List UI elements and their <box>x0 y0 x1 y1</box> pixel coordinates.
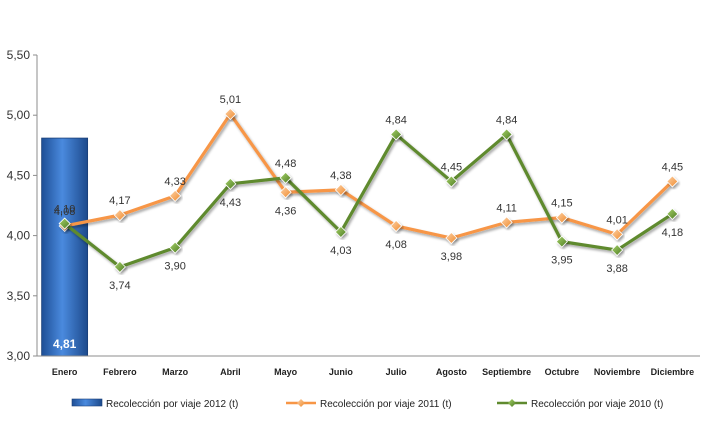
line-data-label: 4,08 <box>54 206 75 218</box>
data-point <box>169 241 182 254</box>
line-data-label: 3,90 <box>164 261 185 273</box>
y-tick-label: 5,00 <box>7 108 31 122</box>
x-tick-label: Junio <box>329 367 354 377</box>
line-data-label: 3,88 <box>606 263 627 275</box>
x-tick-label: Julio <box>386 367 408 377</box>
line-data-label: 4,08 <box>385 239 406 251</box>
x-tick-label: Agosto <box>436 367 467 377</box>
series-line-1 <box>58 107 679 245</box>
x-tick-label: Mayo <box>274 367 298 377</box>
data-point <box>611 228 624 241</box>
line-data-label: 4,38 <box>330 170 351 182</box>
y-tick-label: 3,00 <box>7 349 31 363</box>
data-point <box>224 107 237 121</box>
legend-item-2: Recolección por viaje 2010 (t) <box>497 399 663 410</box>
line-data-label: 4,01 <box>606 214 627 226</box>
data-point <box>500 128 513 141</box>
y-axis: 3,00 3,50 4,00 4,50 5,00 5,50 <box>7 48 38 363</box>
y-tick-label: 3,50 <box>7 289 31 303</box>
x-tick-label: Noviembre <box>594 367 641 377</box>
data-point <box>58 217 71 230</box>
legend-swatch <box>71 398 103 407</box>
series-path <box>64 112 674 240</box>
bar <box>41 137 89 357</box>
legend-label: Recolección por viaje 2012 (t) <box>106 399 238 410</box>
data-point <box>334 183 347 196</box>
legend-swatch-marker <box>508 399 516 407</box>
x-tick-label: Abril <box>220 367 241 377</box>
line-data-label: 3,98 <box>441 251 462 263</box>
x-tick-label: Octubre <box>545 367 580 377</box>
legend-label: Recolección por viaje 2010 (t) <box>531 399 663 410</box>
bar-series <box>41 137 89 357</box>
line-data-label: 4,03 <box>330 245 351 257</box>
data-point <box>500 216 513 229</box>
line-data-label: 4,11 <box>496 202 517 214</box>
line-data-label: 4,84 <box>385 114 406 126</box>
data-point <box>334 225 347 239</box>
y-tick-label: 4,50 <box>7 168 31 182</box>
data-point <box>611 243 624 257</box>
line-series <box>58 107 679 273</box>
legend: Recolección por viaje 2012 (t) Recolecció… <box>71 398 663 410</box>
line-data-label: 4,48 <box>275 158 296 170</box>
data-point <box>390 128 403 141</box>
line-data-label: 3,95 <box>551 255 572 267</box>
line-data-label: 4,10 <box>54 204 75 216</box>
data-point <box>555 235 568 248</box>
line-data-label: 4,45 <box>441 161 462 173</box>
data-point <box>555 211 568 224</box>
bar-data-label: 4,81 <box>53 337 77 351</box>
line-data-label: 3,74 <box>109 280 130 292</box>
data-point <box>224 177 237 190</box>
legend-item-0: Recolección por viaje 2012 (t) <box>71 398 238 410</box>
legend-item-1: Recolección por viaje 2011 (t) <box>286 399 452 410</box>
x-tick-label: Septiembre <box>482 367 531 377</box>
data-point <box>279 186 292 199</box>
line-data-label: 4,17 <box>109 195 130 207</box>
data-point <box>113 209 126 222</box>
line-data-label: 4,84 <box>496 114 517 126</box>
data-point <box>666 175 679 188</box>
data-point <box>169 189 182 202</box>
data-point <box>390 219 403 233</box>
line-data-label: 4,43 <box>220 197 241 209</box>
y-tick-label: 5,50 <box>7 48 31 62</box>
line-data-label: 4,15 <box>551 198 572 210</box>
x-tick-label: Febrero <box>103 367 137 377</box>
data-labels: 4,81 4,08 4,17 4,33 5,01 4,36 4,38 4,08 3,98 4,11… <box>53 94 683 351</box>
data-point <box>113 260 126 273</box>
line-data-label: 4,45 <box>662 161 683 173</box>
x-tick-label: Enero <box>52 367 78 377</box>
data-point <box>666 207 679 220</box>
line-data-label: 4,33 <box>164 176 185 188</box>
series-path <box>63 132 674 269</box>
x-tick-label: Marzo <box>162 367 189 377</box>
x-tick-label: Diciembre <box>651 367 695 377</box>
data-point <box>445 175 458 188</box>
x-axis: Enero Febrero Marzo Abril Mayo Junio Julio Agos… <box>37 355 700 377</box>
legend-label: Recolección por viaje 2011 (t) <box>320 399 452 410</box>
data-point <box>445 231 458 245</box>
line-data-label: 5,01 <box>220 94 241 106</box>
legend-swatch-marker <box>297 399 305 407</box>
data-point <box>279 171 292 184</box>
line-data-label: 4,18 <box>662 227 683 239</box>
series-line-2 <box>58 128 679 273</box>
y-tick-label: 4,00 <box>7 229 31 243</box>
line-data-label: 4,36 <box>275 205 296 217</box>
